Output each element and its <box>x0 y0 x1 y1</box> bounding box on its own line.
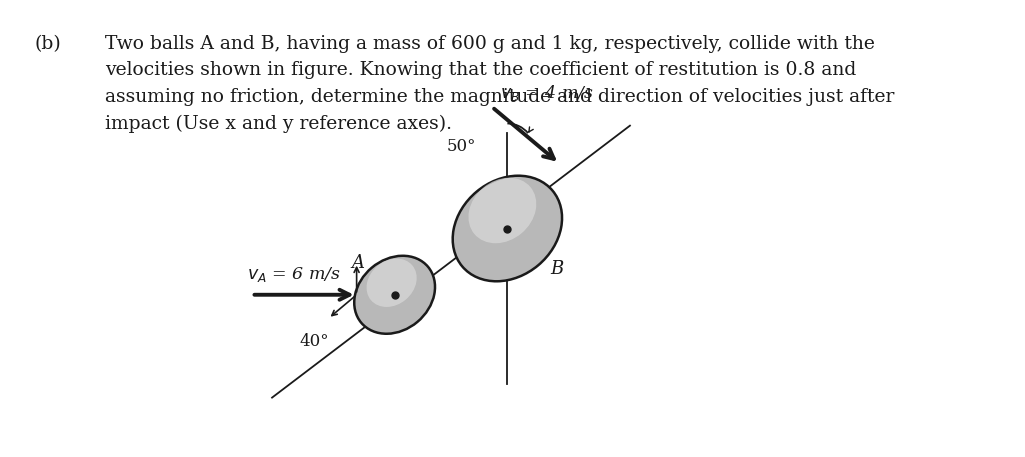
Text: (b): (b) <box>35 35 62 53</box>
Ellipse shape <box>468 178 536 243</box>
Ellipse shape <box>355 256 435 334</box>
Text: Two balls A and B, having a mass of 600 g and 1 kg, respectively, collide with t: Two balls A and B, having a mass of 600 … <box>105 35 895 133</box>
Ellipse shape <box>453 175 562 282</box>
Text: $v_B$ = 4 m/s: $v_B$ = 4 m/s <box>500 83 593 103</box>
Text: 40°: 40° <box>299 333 329 350</box>
Text: B: B <box>550 260 564 277</box>
Text: $v_A$ = 6 m/s: $v_A$ = 6 m/s <box>247 265 340 284</box>
Text: 50°: 50° <box>447 138 477 155</box>
Text: A: A <box>352 254 364 272</box>
Ellipse shape <box>367 259 417 307</box>
